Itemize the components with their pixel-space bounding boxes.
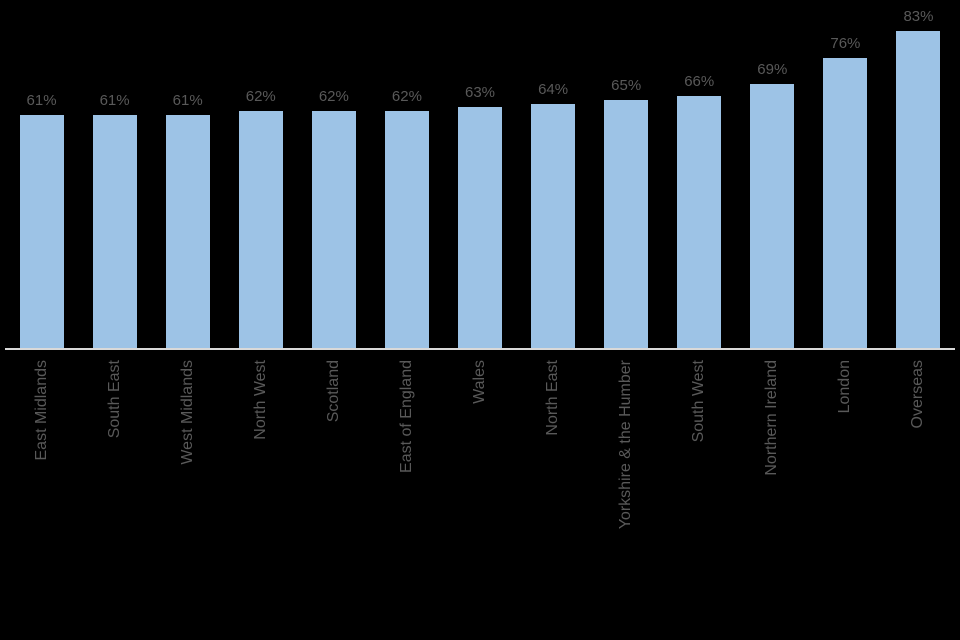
bar-value-label: 63%	[464, 84, 496, 101]
category-label: Northern Ireland	[763, 360, 781, 476]
bar-column: 61%	[78, 0, 151, 348]
bar	[92, 115, 137, 348]
plot-area: 61% 61% 61% 62% 62% 62% 63% 64% 65% 66% 69% 76% 83%	[5, 0, 955, 350]
category-cell: Yorkshire & the Humber	[590, 352, 663, 529]
bar-column: 66%	[663, 0, 736, 348]
category-label: London	[836, 360, 854, 414]
bar-column: 61%	[151, 0, 224, 348]
bar-column: 76%	[809, 0, 882, 348]
bar	[896, 31, 941, 348]
bar-value-label: 62%	[391, 88, 422, 105]
category-cell: South West	[663, 352, 736, 442]
bar-value-label: 76%	[830, 35, 861, 52]
bar-column: 83%	[882, 0, 955, 348]
bar-column: 62%	[224, 0, 297, 348]
bar-value-label: 69%	[757, 61, 788, 78]
bar	[823, 58, 868, 348]
category-label: South East	[105, 360, 123, 439]
category-cell: West Midlands	[151, 352, 224, 465]
bar-column: 63%	[443, 0, 516, 348]
bar	[19, 115, 64, 348]
bar	[165, 115, 210, 348]
category-label: South West	[690, 360, 708, 443]
bar	[677, 96, 722, 348]
category-cell: Overseas	[882, 352, 955, 428]
category-label: Scotland	[324, 360, 342, 423]
bar	[531, 104, 576, 348]
category-cell: East Midlands	[5, 352, 78, 461]
bar-column: 65%	[590, 0, 663, 348]
bar-column: 69%	[736, 0, 809, 348]
category-label: North East	[544, 360, 562, 436]
category-label: East of England	[397, 360, 415, 473]
bar-value-label: 66%	[684, 73, 715, 90]
bar-value-label: 64%	[538, 81, 569, 98]
category-label: Wales	[471, 360, 488, 404]
category-cell: North East	[517, 352, 590, 436]
bar-value-label: 83%	[903, 8, 934, 25]
category-label: Overseas	[909, 360, 927, 429]
category-cell: Northern Ireland	[736, 352, 809, 476]
category-cell: London	[809, 352, 882, 413]
bar-value-label: 65%	[611, 77, 642, 94]
bar	[384, 111, 429, 348]
bar	[604, 100, 649, 348]
bar-value-label: 61%	[26, 92, 57, 109]
category-label: Yorkshire & the Humber	[617, 360, 635, 530]
bar-column: 64%	[517, 0, 590, 348]
category-label: East Midlands	[32, 360, 50, 461]
bar	[458, 107, 502, 348]
category-label: West Midlands	[178, 360, 196, 465]
x-axis-labels: East Midlands South East West Midlands Nort…	[5, 352, 955, 640]
bar-value-label: 61%	[99, 92, 130, 109]
bar-value-label: 61%	[172, 92, 203, 109]
bar	[238, 111, 283, 348]
category-cell: South East	[78, 352, 151, 438]
bar-value-label: 62%	[245, 88, 276, 105]
bar-column: 62%	[297, 0, 370, 348]
category-cell: Wales	[443, 352, 516, 404]
bar-column: 61%	[5, 0, 78, 348]
category-cell: Scotland	[297, 352, 370, 422]
bar	[750, 84, 795, 348]
category-label: North West	[251, 360, 269, 440]
category-cell: North West	[224, 352, 297, 440]
bar-value-label: 62%	[318, 88, 349, 105]
bar-column: 62%	[370, 0, 443, 348]
bar	[311, 111, 356, 348]
category-cell: East of England	[370, 352, 443, 473]
